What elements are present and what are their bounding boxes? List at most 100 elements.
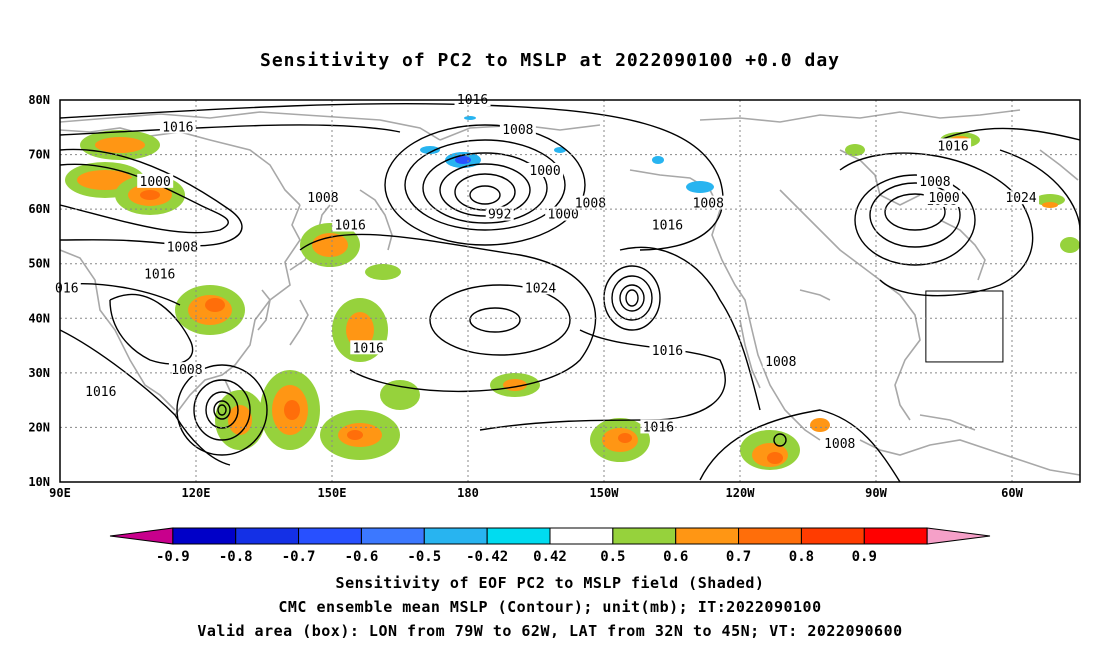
lat-tick-label: 60N	[28, 202, 50, 216]
lon-tick-label: 120E	[182, 486, 211, 500]
contour-label-bg	[649, 343, 686, 358]
contour-label: 1016	[652, 219, 683, 234]
colorbar-tick-label: 0.42	[533, 549, 567, 565]
contour-label-bg	[137, 173, 174, 188]
contour-label-bg	[821, 435, 858, 450]
contour-label: 1008	[693, 197, 724, 212]
contour-label: 1008	[171, 363, 202, 378]
contour-label: 1000	[928, 191, 959, 206]
lon-tick-label: 150E	[318, 486, 347, 500]
contour-label-bg	[640, 419, 677, 434]
contour-label-bg	[454, 92, 491, 106]
contour-label: 1000	[548, 208, 579, 223]
contour-label: 016	[55, 281, 78, 296]
contour-label: 1008	[575, 197, 606, 212]
contour-label-bg	[916, 173, 953, 188]
gridlines	[60, 100, 1080, 482]
colorbar-segment	[360, 527, 425, 545]
plot-frame	[59, 99, 1081, 483]
lon-tick-label: 90E	[49, 486, 71, 500]
lat-tick-label: 40N	[28, 311, 50, 325]
contour-label-bg	[935, 138, 972, 153]
contour-label: 1016	[334, 219, 365, 234]
lat-tick-label: 70N	[28, 148, 50, 162]
colorbar-segment	[926, 527, 991, 545]
contour-label: 1024	[1005, 191, 1036, 206]
contour-label: 1008	[824, 437, 855, 452]
contour-label-bg	[499, 122, 536, 137]
contour-label: 992	[488, 208, 511, 223]
contour-label-bg	[690, 195, 727, 210]
contour-label: 1000	[140, 175, 171, 190]
lat-tick-label: 50N	[28, 257, 50, 271]
contour-label-bg	[572, 195, 609, 210]
colorbar-tick-label: -0.5	[407, 549, 441, 565]
contour-label: 1008	[307, 191, 338, 206]
contour-label: 1008	[502, 123, 533, 138]
contour-label-bg	[350, 340, 387, 355]
colorbar-segment	[423, 527, 488, 545]
colorbar-tick-label: -0.6	[345, 549, 379, 565]
colorbar-segment	[172, 527, 237, 545]
lon-tick-label: 150W	[590, 486, 620, 500]
contour-label-bg	[545, 206, 582, 221]
contour-label-bg	[649, 217, 686, 232]
colorbar-segment	[298, 527, 362, 545]
contour-label-bg	[762, 353, 799, 368]
contour-label: 1016	[85, 385, 116, 400]
map-title: Sensitivity of PC2 to MSLP at 2022090100…	[259, 50, 840, 71]
contour-label: 1016	[162, 120, 193, 135]
colorbar-tick-label: 0.9	[852, 549, 877, 565]
sensitivity-shading	[65, 116, 1080, 470]
contour-label-bg	[82, 383, 119, 398]
valid-area-box	[925, 290, 1004, 363]
lat-tick-label: 80N	[28, 93, 50, 107]
lat-tick-label: 20N	[28, 420, 50, 434]
colorbar-tick-label: -0.7	[282, 549, 316, 565]
contour-label-bg	[926, 190, 962, 205]
contour-label: 1008	[167, 240, 198, 255]
colorbar-segment	[612, 527, 677, 545]
caption-line-3: Valid area (box): LON from 79W to 62W, L…	[197, 622, 903, 640]
colorbar-segment	[800, 527, 865, 545]
colorbar-segment	[549, 527, 614, 545]
colorbar-segment	[675, 527, 740, 545]
contour-label-bg	[164, 239, 201, 254]
colorbar-tick-label: 0.6	[663, 549, 688, 565]
colorbar-segment	[109, 527, 174, 545]
contour-label: 1008	[765, 355, 796, 370]
colorbar: -0.9 -0.8 -0.7 -0.6 -0.5 -0.42 0.42 0.5 0.6 0.7 0.…	[109, 527, 991, 565]
contour-label: 1016	[144, 268, 175, 283]
lat-tick-label: 30N	[28, 366, 50, 380]
colorbar-segment	[863, 527, 928, 545]
colorbar-segment	[486, 527, 551, 545]
contour-label-bg	[159, 119, 196, 134]
colorbar-segment	[738, 527, 802, 545]
contour-label: 1016	[353, 341, 384, 356]
contour-label-bg	[141, 266, 178, 281]
colorbar-tick-label: 0.5	[600, 549, 625, 565]
contour-label-bg	[527, 162, 564, 177]
contour-label-bg	[522, 280, 559, 295]
contour-label: 1000	[529, 164, 560, 179]
caption-line-1: Sensitivity of EOF PC2 to MSLP field (Sh…	[335, 574, 765, 592]
contour-label-bg	[332, 217, 369, 232]
lon-tick-label: 120W	[726, 486, 756, 500]
contour-label: 1016	[643, 420, 674, 435]
lon-tick-label: 60W	[1001, 486, 1023, 500]
contour-label: 1016	[937, 139, 968, 154]
contour-label: 1024	[525, 281, 556, 296]
lat-tick-label: 10N	[28, 475, 50, 489]
lon-tick-label: 90W	[865, 486, 887, 500]
colorbar-tick-label: -0.9	[156, 549, 190, 565]
colorbar-tick-label: 0.7	[726, 549, 751, 565]
caption-line-2: CMC ensemble mean MSLP (Contour); unit(m…	[278, 598, 822, 616]
colorbar-tick-label: -0.42	[466, 549, 508, 565]
colorbar-tick-label: -0.8	[219, 549, 253, 565]
contour-label-bg	[485, 206, 514, 221]
contour-label: 1008	[919, 175, 950, 190]
colorbar-segment	[235, 527, 300, 545]
